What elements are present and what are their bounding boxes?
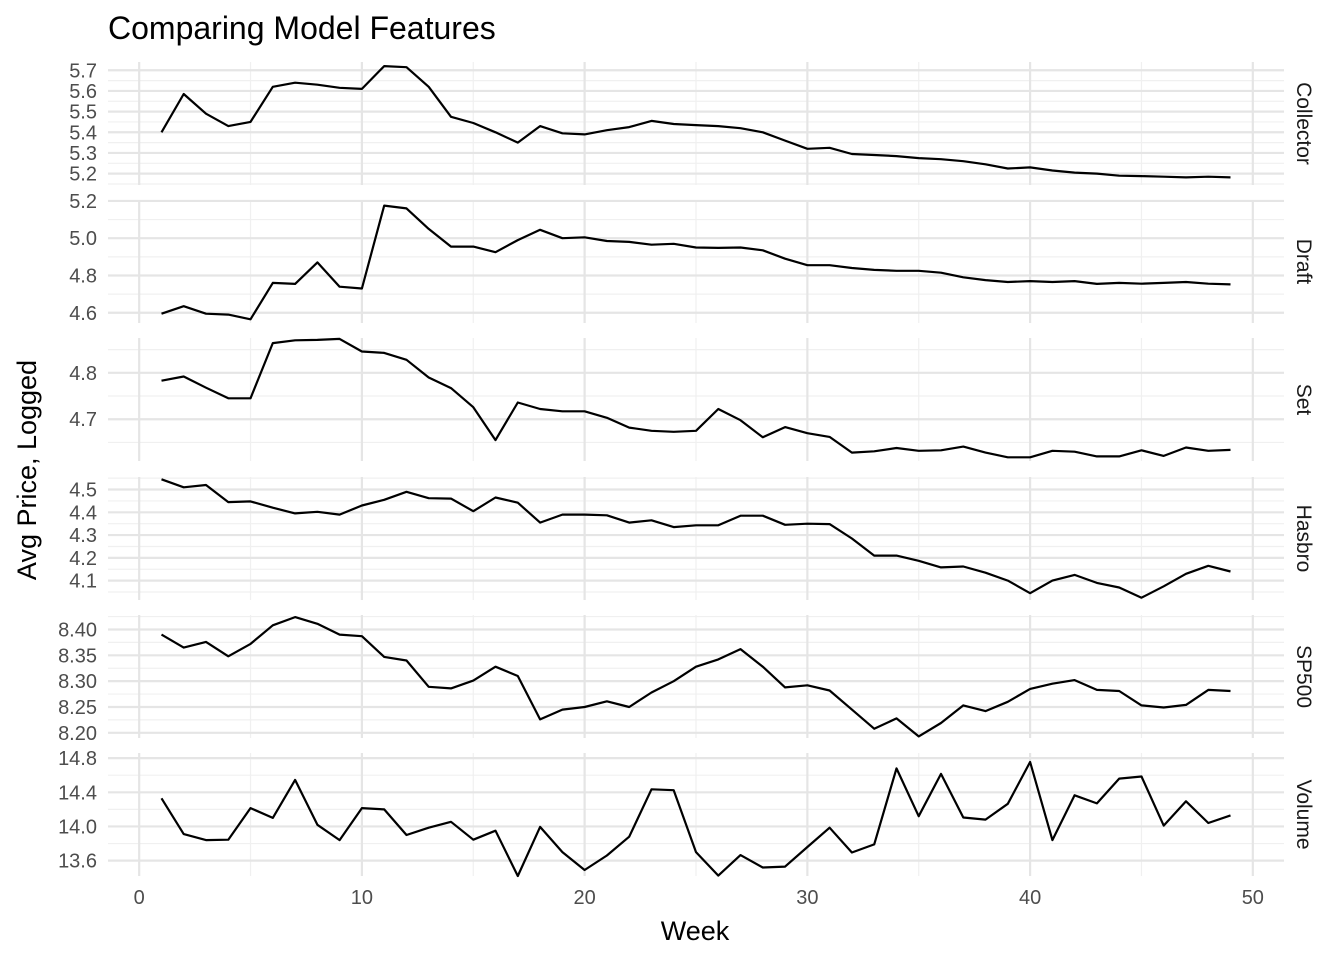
series-line-draft	[161, 204, 1231, 321]
series-line-set	[161, 337, 1231, 459]
facet-strip-label-sp500: SP500	[1292, 645, 1315, 708]
y-tick-label-collector: 5.7	[69, 60, 97, 82]
y-tick-label-sp500: 8.25	[58, 697, 97, 719]
y-tick-label-volume: 14.0	[58, 816, 97, 838]
y-tick-label-hasbro: 4.2	[69, 548, 97, 570]
x-axis-title: Week	[661, 916, 730, 946]
y-tick-label-collector: 5.3	[69, 143, 97, 165]
y-tick-label-volume: 14.8	[58, 748, 97, 770]
y-tick-label-set: 4.8	[69, 363, 97, 385]
y-axis-title: Avg Price, Logged	[12, 360, 42, 580]
y-tick-label-hasbro: 4.4	[69, 502, 97, 524]
panel-set: 4.7 4.8 Set	[69, 337, 1315, 461]
facet-strip-label-draft: Draft	[1292, 239, 1315, 285]
facet-panels: 5.25.35.45.55.65.7Collector4.64.85.05.2D…	[58, 60, 1315, 878]
y-tick-label-collector: 5.2	[69, 164, 97, 186]
chart-title: Comparing Model Features	[108, 10, 496, 46]
facet-strip-label-hasbro: Hasbro	[1292, 505, 1315, 573]
x-axis: 0 10 20 30 40 50	[134, 887, 1264, 909]
panel-hasbro: 4.14.24.34.44.5 Hasbro	[69, 477, 1315, 600]
y-tick-label-collector: 5.6	[69, 81, 97, 103]
series-line-collector	[160, 64, 1231, 179]
y-tick-label-sp500: 8.20	[58, 723, 97, 745]
x-tick-label: 10	[351, 887, 373, 909]
y-tick-label-sp500: 8.30	[58, 671, 97, 693]
y-tick-label-volume: 13.6	[58, 851, 97, 873]
panel-collector: 5.25.35.45.55.65.7 Collector	[69, 60, 1315, 185]
panel-volume: 13.6 14.0 14.4 14.8 Volume	[58, 748, 1315, 878]
series-line-sp500	[160, 615, 1231, 738]
y-tick-label-hasbro: 4.3	[69, 525, 97, 547]
facet-strip-label-volume: Volume	[1292, 779, 1315, 849]
x-tick-label: 20	[574, 887, 596, 909]
y-tick-label-set: 4.7	[69, 409, 97, 431]
y-tick-label-draft: 5.2	[69, 191, 97, 213]
x-tick-label: 0	[134, 887, 145, 909]
series-line-hasbro	[161, 478, 1231, 599]
facet-strip-label-collector: Collector	[1292, 82, 1315, 165]
x-tick-label: 50	[1242, 887, 1264, 909]
y-tick-label-draft: 5.0	[69, 228, 97, 250]
x-tick-label: 30	[796, 887, 818, 909]
y-tick-label-sp500: 8.40	[58, 619, 97, 641]
panel-draft: 4.6 4.8 5.0 5.2 Draft	[69, 191, 1315, 325]
y-tick-label-draft: 4.6	[69, 303, 97, 325]
y-tick-label-hasbro: 4.5	[69, 480, 97, 502]
x-tick-label: 40	[1019, 887, 1041, 909]
y-tick-label-hasbro: 4.1	[69, 571, 97, 593]
y-tick-label-volume: 14.4	[58, 782, 97, 804]
y-tick-label-collector: 5.5	[69, 102, 97, 124]
panel-sp500: 8.20 8.25 8.30 8.35 8.40 SP500	[58, 615, 1315, 745]
facet-strip-label-set: Set	[1292, 384, 1315, 416]
y-tick-label-sp500: 8.35	[58, 645, 97, 667]
series-line-volume	[160, 760, 1231, 878]
y-tick-label-collector: 5.4	[69, 122, 97, 144]
y-tick-label-draft: 4.8	[69, 265, 97, 287]
